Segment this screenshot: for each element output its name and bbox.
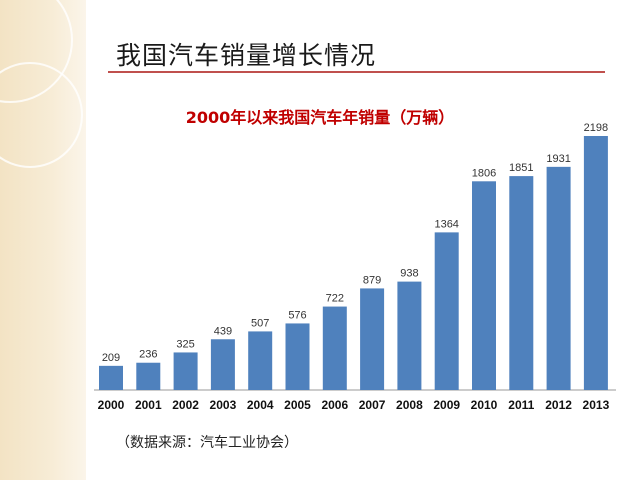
data-label-2010: 1806 [472,167,496,179]
x-tick-label-2006: 2006 [321,398,348,412]
data-label-2009: 1364 [434,218,458,230]
x-tick-label-2002: 2002 [172,398,199,412]
bar-2007 [360,288,385,390]
data-label-2000: 209 [102,352,120,364]
data-label-2008: 938 [400,268,418,280]
decorative-left-band [0,0,86,480]
bar-2010 [472,181,496,390]
x-tick-label-2005: 2005 [284,398,311,412]
bar-2009 [434,232,459,390]
bar-2001 [136,362,161,390]
x-tick-label-2013: 2013 [583,398,610,412]
data-label-2011: 1851 [509,162,533,174]
x-tick-label-2010: 2010 [471,398,498,412]
x-tick-label-2008: 2008 [396,398,423,412]
x-tick-label-2011: 2011 [508,398,534,412]
x-tick-label-2001: 2001 [135,398,162,412]
data-label-2007: 879 [363,274,381,286]
x-tick-label-2009: 2009 [433,398,460,412]
data-label-2003: 439 [214,325,232,337]
x-tick-label-2007: 2007 [359,398,386,412]
bar-2002 [173,352,198,390]
bar-2000 [99,365,123,390]
x-tick-label-2012: 2012 [545,398,572,412]
x-tick-label-2003: 2003 [210,398,237,412]
data-label-2006: 722 [326,293,344,305]
bar-2005 [285,323,310,390]
title-rule [108,71,605,73]
x-tick-label-2004: 2004 [247,398,274,412]
x-tick-label-2000: 2000 [98,398,125,412]
bar-2006 [322,306,347,390]
data-source-note: （数据来源：汽车工业协会） [116,435,298,451]
bar-2004 [248,331,273,390]
decorative-circles [0,0,83,168]
bar-2013 [583,136,608,390]
bar-2011 [509,176,534,390]
data-label-2001: 236 [139,349,157,361]
data-label-2004: 507 [251,317,269,329]
chart-title: 2000年以来我国汽车年销量（万辆） [0,104,640,128]
bar-2012 [546,166,571,390]
data-label-2013: 2198 [584,122,608,134]
data-label-2012: 1931 [546,153,570,165]
chart-title-text: 2000年以来我国汽车年销量（万辆） [185,108,455,127]
slide-title: 我国汽车销量增长情况 [116,41,377,70]
data-label-2005: 576 [288,309,306,321]
bar-2008 [397,281,422,390]
bar-2003 [210,339,235,390]
data-label-2002: 325 [176,338,194,350]
